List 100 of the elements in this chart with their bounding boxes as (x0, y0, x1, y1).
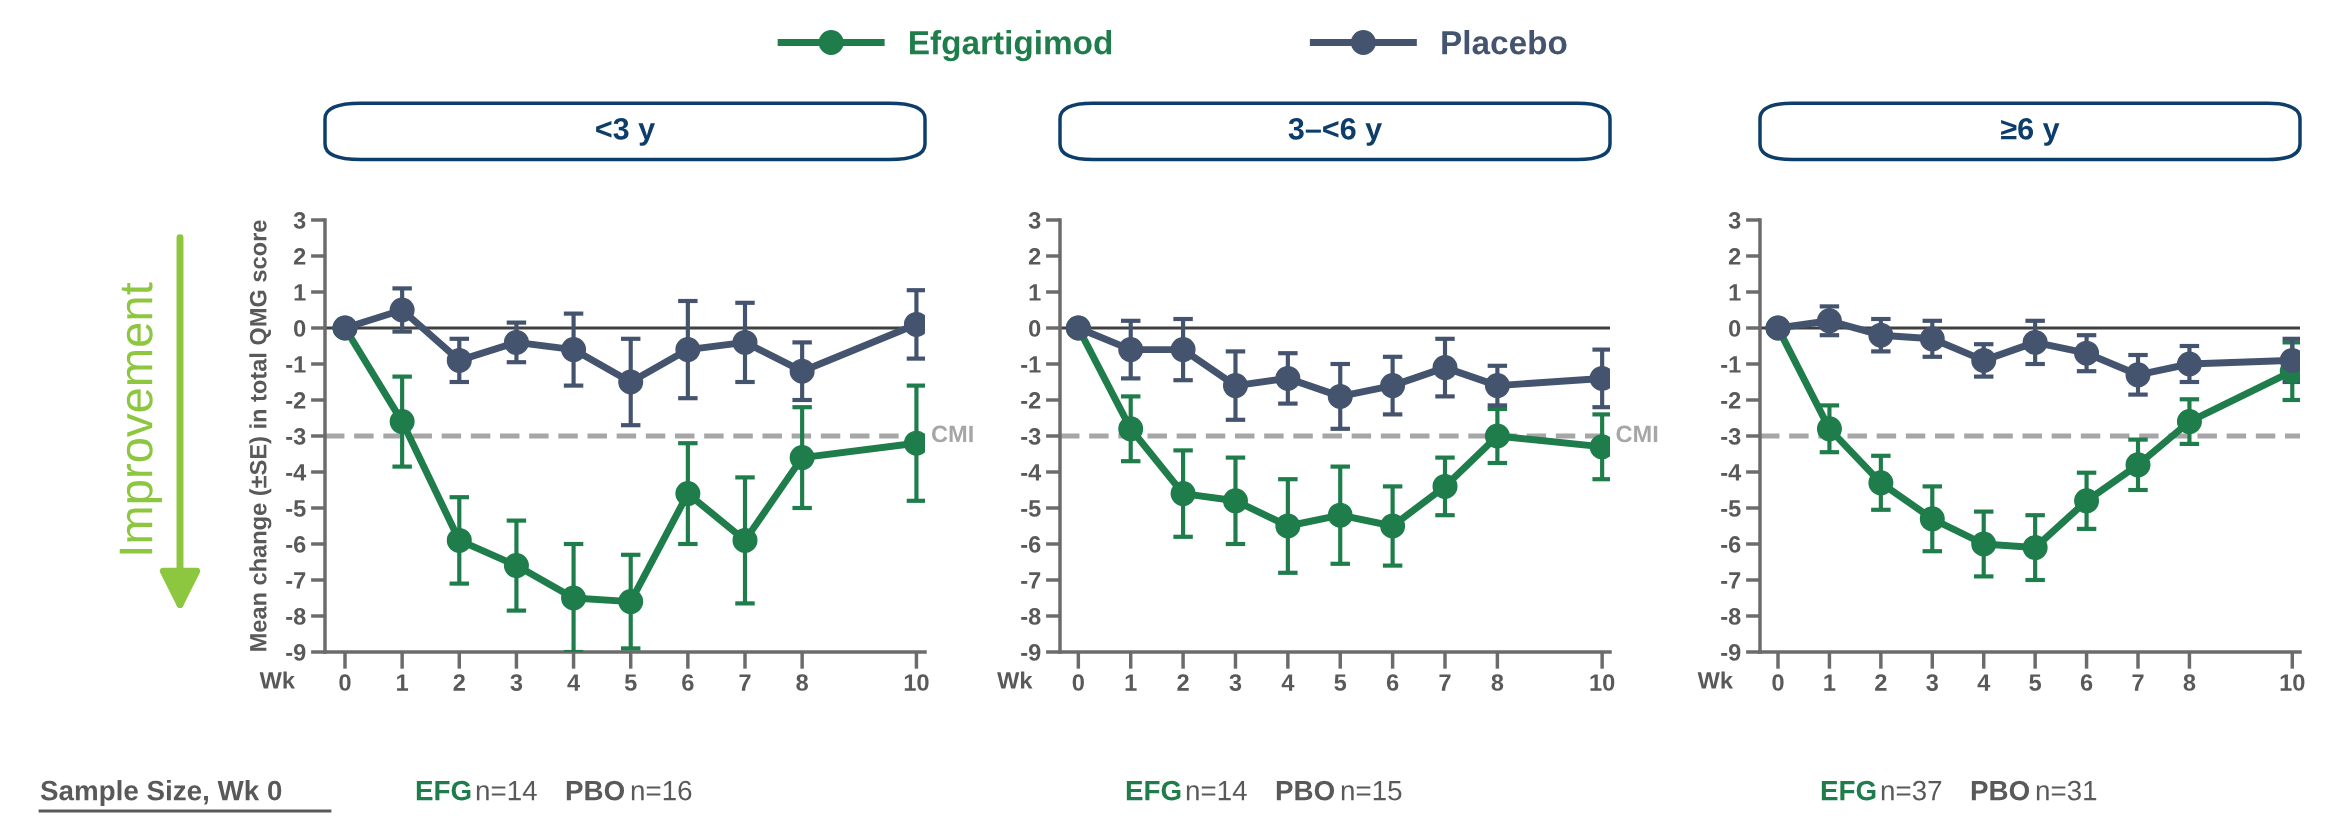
point (446, 347, 472, 373)
point (561, 337, 587, 363)
text: EFG (416, 780, 471, 801)
x-tick-label: 6 (682, 674, 694, 691)
x-tick-label: 1 (1125, 674, 1137, 691)
point (618, 369, 644, 395)
point (1327, 383, 1353, 409)
point (389, 409, 415, 435)
y-tick-label: -6 (1721, 536, 1741, 553)
chart-title: ≥6 y (2001, 118, 2060, 146)
x-tick-label: 10 (2280, 674, 2305, 691)
legend-label: Efgartigimod (910, 30, 1112, 62)
y-tick-label: -5 (286, 500, 306, 517)
x-tick-label: 10 (904, 674, 929, 691)
point (1222, 373, 1248, 399)
y-tick-label: 2 (1028, 248, 1041, 265)
text: n=31 (2036, 780, 2097, 801)
x-tick-label: 1 (1824, 674, 1836, 691)
point (2176, 351, 2202, 377)
point (2125, 362, 2151, 388)
y-tick-label: -2 (286, 392, 306, 409)
point (675, 337, 701, 363)
x-tick-label: 5 (2029, 674, 2042, 691)
legend-label: Placebo (1442, 30, 1567, 55)
y-tick-label: -3 (286, 428, 306, 445)
point (1380, 373, 1406, 399)
text: Improvement (119, 282, 163, 554)
point (1118, 416, 1144, 442)
chart-title: <3 y (596, 118, 655, 146)
y-tick-label: 0 (294, 320, 306, 337)
x-tick-label: 6 (1386, 674, 1399, 691)
ref-line-label: CMI (1616, 425, 1658, 443)
x-tick-label: 0 (1072, 674, 1084, 691)
y-tick-label: -9 (1721, 644, 1741, 661)
y-tick-label: -2 (1021, 392, 1041, 409)
y-tick-label: -8 (286, 608, 306, 625)
x-axis-title: Wk (1697, 671, 1734, 689)
x-tick-label: 2 (1875, 674, 1887, 691)
y-tick-label: 3 (1028, 212, 1041, 229)
point (2074, 488, 2100, 514)
y-tick-label: 1 (294, 284, 306, 301)
point (389, 297, 415, 323)
y-tick-label: -6 (286, 536, 306, 553)
y-tick-label: -5 (1721, 500, 1741, 517)
x-tick-label: 5 (624, 674, 637, 691)
y-tick-label: -7 (286, 572, 306, 589)
y-tick-label: -7 (1021, 572, 1041, 589)
text: PBO (1276, 780, 1335, 801)
y-tick-label: 3 (293, 212, 306, 229)
x-tick-label: 4 (1281, 674, 1295, 691)
text: n=37 (1881, 780, 1942, 801)
point (732, 527, 758, 553)
point (1327, 502, 1353, 528)
point (2074, 340, 2100, 366)
y-tick-label: 1 (1029, 284, 1041, 301)
y-tick-label: 2 (293, 248, 306, 265)
x-tick-label: 4 (567, 674, 581, 691)
point (1484, 373, 1510, 399)
ref-line-label: CMI (931, 425, 973, 443)
x-tick-label: 3 (1229, 674, 1242, 691)
point (789, 358, 815, 384)
point (1868, 470, 1894, 496)
y-tick-label: 2 (1728, 248, 1741, 265)
y-tick-label: -6 (1021, 536, 1041, 553)
y-tick-label: 0 (1729, 320, 1741, 337)
point (1275, 365, 1301, 391)
y-tick-label: -9 (1021, 644, 1041, 661)
point (1380, 513, 1406, 539)
y-tick-label: -8 (1721, 608, 1741, 625)
x-tick-label: 3 (1926, 674, 1938, 691)
x-axis-title: Wk (259, 671, 296, 689)
x-tick-label: 7 (1439, 674, 1451, 691)
point (2176, 409, 2202, 435)
x-tick-label: 1 (397, 674, 409, 691)
point (1816, 416, 1842, 442)
x-tick-label: 4 (1977, 674, 1991, 691)
y-tick-label: -3 (1721, 428, 1741, 445)
x-tick-label: 6 (2080, 674, 2093, 691)
text: EFG (1126, 780, 1181, 801)
text: n=14 (1186, 781, 1247, 801)
y-axis-title: Mean change (±SE) in total QMG score (249, 220, 272, 651)
text: n=14 (476, 781, 537, 801)
point (1484, 423, 1510, 449)
point (561, 585, 587, 611)
x-tick-label: 2 (1177, 674, 1189, 691)
text: Sample Size, Wk 0 (40, 780, 282, 806)
point (446, 527, 472, 553)
x-tick-label: 8 (2183, 674, 2196, 691)
chart-title: 3–<6 y (1288, 118, 1382, 146)
point (503, 329, 529, 355)
text: EFG (1821, 780, 1876, 801)
y-tick-label: 0 (1029, 320, 1041, 337)
y-tick-label: -3 (1021, 428, 1041, 445)
text: n=16 (631, 780, 692, 801)
point (1170, 337, 1196, 363)
y-tick-label: -5 (1021, 500, 1041, 517)
x-tick-label: 0 (1772, 674, 1784, 691)
text: PBO (1971, 780, 2030, 801)
point (1432, 473, 1458, 499)
x-tick-label: 2 (453, 674, 465, 691)
